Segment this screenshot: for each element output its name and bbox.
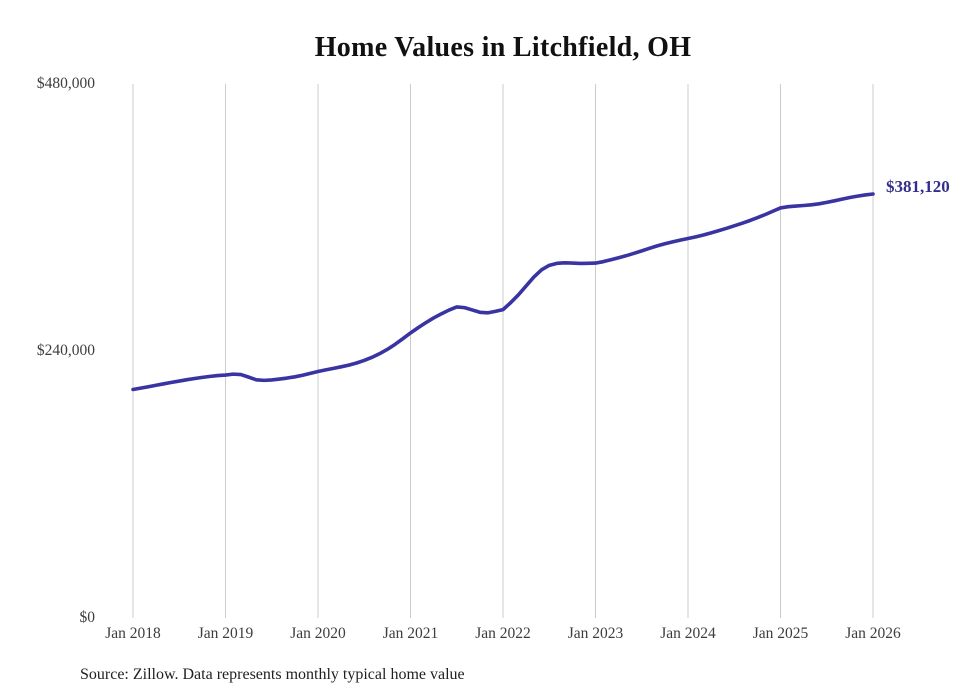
end-value-label: $381,120 [886,177,950,196]
x-axis-tick-label: Jan 2024 [660,625,716,642]
chart-title: Home Values in Litchfield, OH [314,32,692,63]
x-axis-tick-label: Jan 2021 [382,625,439,642]
y-axis-tick-label: $240,000 [36,342,95,359]
x-axis-tick-label: Jan 2018 [105,625,161,642]
y-axis-tick-label: $0 [79,609,96,626]
x-axis-tick-label: Jan 2026 [845,625,901,642]
x-axis-tick-label: Jan 2022 [475,625,531,642]
home-value-line [131,192,875,392]
x-axis-tick-label: Jan 2019 [197,625,254,642]
source-note: Source: Zillow. Data represents monthly … [80,666,465,683]
x-axis-tick-label: Jan 2023 [567,625,624,642]
x-axis-tick-label: Jan 2025 [752,625,809,642]
y-axis-tick-label: $480,000 [36,75,95,92]
x-axis-tick-label: Jan 2020 [290,625,346,642]
